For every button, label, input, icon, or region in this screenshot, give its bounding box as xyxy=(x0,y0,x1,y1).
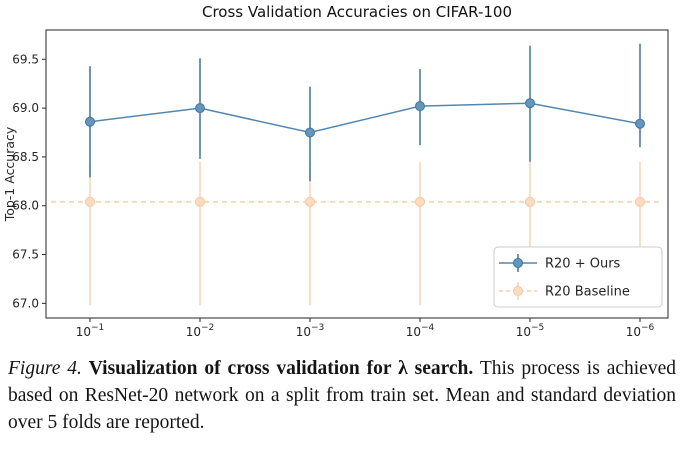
legend-label: R20 + Ours xyxy=(545,257,621,272)
x-tick-label: 10−4 xyxy=(406,323,435,339)
data-point xyxy=(415,196,425,207)
series-r20-ours xyxy=(85,43,645,182)
legend-marker xyxy=(513,286,523,296)
series-line xyxy=(89,102,641,134)
y-tick-label: 67.0 xyxy=(12,296,39,310)
legend-label: R20 Baseline xyxy=(545,285,630,300)
x-tick-label: 10−5 xyxy=(516,323,545,339)
caption-bold-text: Visualization of cross validation for λ … xyxy=(88,358,474,379)
data-point xyxy=(305,127,315,138)
caption-body-text: This process is achieved based on ResNet… xyxy=(8,358,676,433)
figure-caption: Figure 4. Visualization of cross validat… xyxy=(0,350,684,437)
series-r20-baseline xyxy=(51,161,663,306)
y-tick-label: 69.0 xyxy=(12,101,39,115)
y-tick-label: 68.5 xyxy=(12,150,39,164)
figure-label: Figure 4. xyxy=(8,358,82,379)
data-point xyxy=(415,101,425,112)
x-tick-label: 10−3 xyxy=(296,323,325,339)
data-point xyxy=(525,98,535,109)
data-point xyxy=(195,196,205,207)
chart-title: Cross Validation Accuracies on CIFAR-100 xyxy=(202,3,512,21)
y-axis-label: Top-1 Accuracy xyxy=(2,126,17,222)
cross-validation-chart: Cross Validation Accuracies on CIFAR-100… xyxy=(2,3,669,339)
x-tick-label: 10−6 xyxy=(626,323,655,339)
data-point xyxy=(85,196,95,207)
data-point xyxy=(85,116,95,127)
legend-marker xyxy=(513,258,523,268)
x-tick-label: 10−1 xyxy=(76,323,105,339)
data-point xyxy=(635,118,645,129)
y-tick-label: 68.0 xyxy=(12,199,39,213)
legend-box xyxy=(493,246,663,308)
legend: R20 + Ours R20 Baseline xyxy=(493,246,663,308)
plot-border xyxy=(45,29,669,319)
data-point xyxy=(635,196,645,207)
y-tick-label: 69.5 xyxy=(12,52,39,66)
data-point xyxy=(525,196,535,207)
y-tick-label: 67.5 xyxy=(12,248,39,262)
data-point xyxy=(195,103,205,114)
x-tick-label: 10−2 xyxy=(186,323,215,339)
data-point xyxy=(305,196,315,207)
